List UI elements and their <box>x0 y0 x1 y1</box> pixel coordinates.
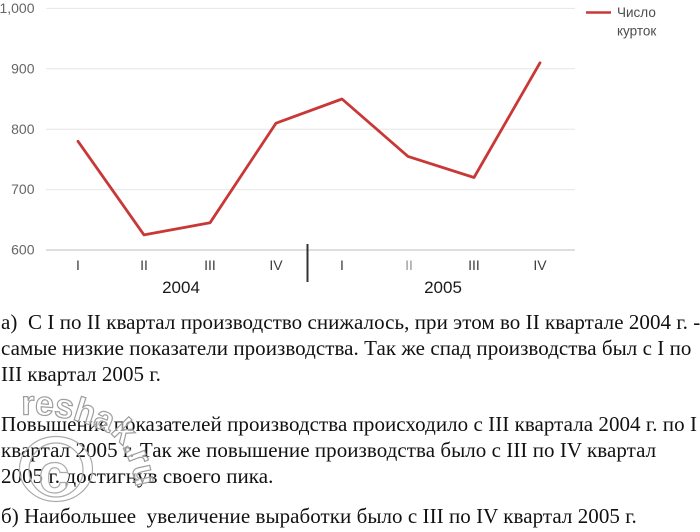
svg-text:курток: курток <box>617 24 656 39</box>
svg-text:III: III <box>468 257 480 273</box>
svg-text:IV: IV <box>533 257 547 273</box>
svg-text:I: I <box>340 257 344 273</box>
svg-text:600: 600 <box>11 242 35 258</box>
svg-text:II: II <box>140 257 148 273</box>
svg-text:II: II <box>405 257 413 273</box>
svg-text:I: I <box>76 257 80 273</box>
svg-text:2004: 2004 <box>162 278 200 297</box>
svg-text:800: 800 <box>11 121 35 137</box>
svg-text:1,000: 1,000 <box>0 0 35 16</box>
svg-text:IV: IV <box>269 257 283 273</box>
svg-text:III: III <box>204 257 216 273</box>
svg-text:900: 900 <box>11 60 35 76</box>
svg-text:Число: Число <box>617 5 656 20</box>
svg-text:2005: 2005 <box>424 278 462 297</box>
svg-text:700: 700 <box>11 181 35 197</box>
